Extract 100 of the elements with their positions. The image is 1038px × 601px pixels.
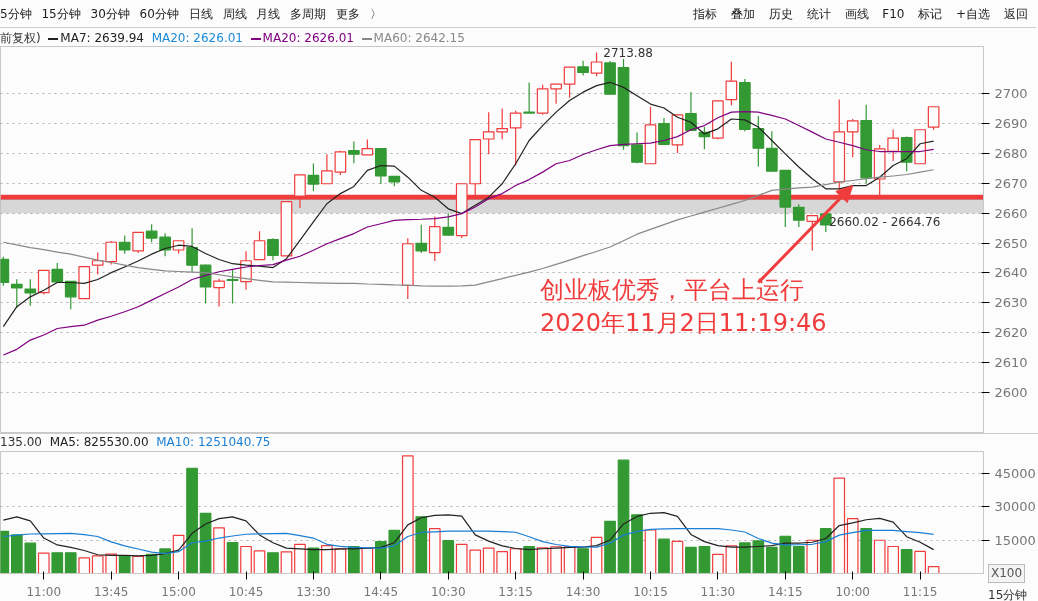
candlestick — [550, 83, 562, 105]
candlestick — [37, 269, 50, 296]
bar — [307, 547, 320, 574]
text: MA20: 2626.01 — [151, 31, 243, 45]
bar — [671, 540, 684, 574]
bar — [846, 518, 859, 574]
candlestick — [631, 131, 643, 164]
candlestick — [105, 240, 118, 266]
bar — [927, 565, 940, 574]
bar — [226, 541, 239, 574]
bar — [132, 555, 145, 574]
candlestick — [927, 106, 940, 131]
y-tick-label: 2680 — [994, 146, 1028, 162]
bar — [213, 527, 225, 574]
y-tick-label: 2690 — [994, 116, 1028, 132]
bar — [617, 459, 630, 574]
bar — [900, 549, 913, 574]
bar — [37, 552, 50, 574]
text: MA5: 825530.00 — [49, 435, 149, 449]
annotation: 2713.88 — [603, 46, 653, 61]
bar — [64, 552, 77, 574]
x-tick-label: 11:00 — [26, 584, 62, 599]
bar — [253, 550, 266, 574]
bar — [698, 545, 711, 574]
candlestick — [590, 51, 603, 77]
bar — [186, 467, 198, 574]
x-tick-label: 11:30 — [700, 584, 736, 599]
x-tick-label: 13:30 — [296, 584, 331, 599]
candlestick — [51, 262, 64, 283]
text: 15分钟 — [988, 587, 1028, 601]
text: 135.00 — [0, 435, 42, 449]
text: MA10: 1251040.75 — [156, 435, 271, 449]
candlestick — [118, 234, 131, 255]
bar — [280, 551, 293, 574]
candlestick — [442, 212, 455, 237]
bar — [78, 557, 91, 574]
candlestick — [792, 203, 805, 228]
x-tick-label: 10:00 — [835, 584, 871, 599]
legend-label: MA7: 2639.94 — [60, 31, 145, 45]
bar — [428, 528, 441, 574]
bar — [415, 516, 428, 574]
x-tick-label: 10:30 — [430, 584, 466, 599]
y-tick-label: 2620 — [994, 325, 1028, 341]
y-tick-label: 2660 — [994, 205, 1028, 221]
text: 前复权) — [0, 31, 41, 45]
bar — [604, 520, 616, 574]
bar — [172, 534, 185, 574]
bar — [401, 455, 414, 574]
bar — [860, 528, 873, 574]
y-tick-label: 15000 — [994, 532, 1036, 548]
bar — [577, 548, 589, 574]
x-tick-label: 10:45 — [228, 584, 264, 599]
x-tick-label: 11:15 — [902, 584, 938, 599]
bar — [442, 540, 455, 574]
y-tick-label: 2700 — [994, 86, 1028, 102]
candlestick — [132, 231, 145, 254]
y-tick-label: 2630 — [994, 295, 1028, 311]
x-tick-label: 13:45 — [93, 584, 129, 599]
bar — [294, 543, 306, 574]
bar — [644, 529, 657, 574]
x-tick-label: 10:15 — [633, 584, 668, 599]
candlestick — [253, 230, 266, 261]
bar — [523, 545, 535, 574]
legend-label: MA60: 2642.15 — [373, 31, 465, 45]
bar — [833, 477, 846, 574]
candlestick — [213, 278, 225, 307]
candlestick — [91, 251, 104, 276]
candlestick — [348, 140, 360, 164]
y-tick-label: 30000 — [994, 499, 1036, 515]
x-tick-label: 15:00 — [161, 584, 196, 599]
candlestick — [415, 224, 428, 254]
candlestick — [806, 215, 819, 252]
candlestick — [186, 227, 198, 273]
bar — [118, 555, 131, 574]
annotation: 创业板优秀，平台上运行 — [539, 276, 804, 305]
candlestick — [24, 278, 37, 307]
candlestick — [226, 269, 239, 305]
y-tick-label: 2610 — [994, 354, 1028, 370]
bar — [361, 547, 374, 574]
candlestick — [482, 111, 495, 155]
bar — [51, 552, 64, 574]
x-tick-label: 13:15 — [498, 584, 533, 599]
candlestick — [496, 107, 509, 140]
bar — [658, 538, 670, 574]
candlestick — [658, 117, 670, 145]
bar — [240, 545, 252, 574]
bar — [914, 550, 926, 574]
y-tick-label: 2600 — [994, 384, 1028, 400]
x-tick-label: 14:15 — [768, 584, 803, 599]
bar — [267, 552, 279, 574]
x-tick-label: 14:45 — [363, 584, 399, 599]
bar — [819, 528, 832, 574]
bar — [685, 546, 697, 574]
candlestick — [10, 278, 23, 309]
legend-label: MA20: 2626.01 — [262, 31, 354, 45]
candlestick — [523, 82, 535, 114]
candlestick — [509, 110, 522, 167]
bar — [806, 539, 819, 574]
y-tick-label: 2670 — [994, 175, 1028, 191]
text: X100 — [988, 564, 1026, 584]
